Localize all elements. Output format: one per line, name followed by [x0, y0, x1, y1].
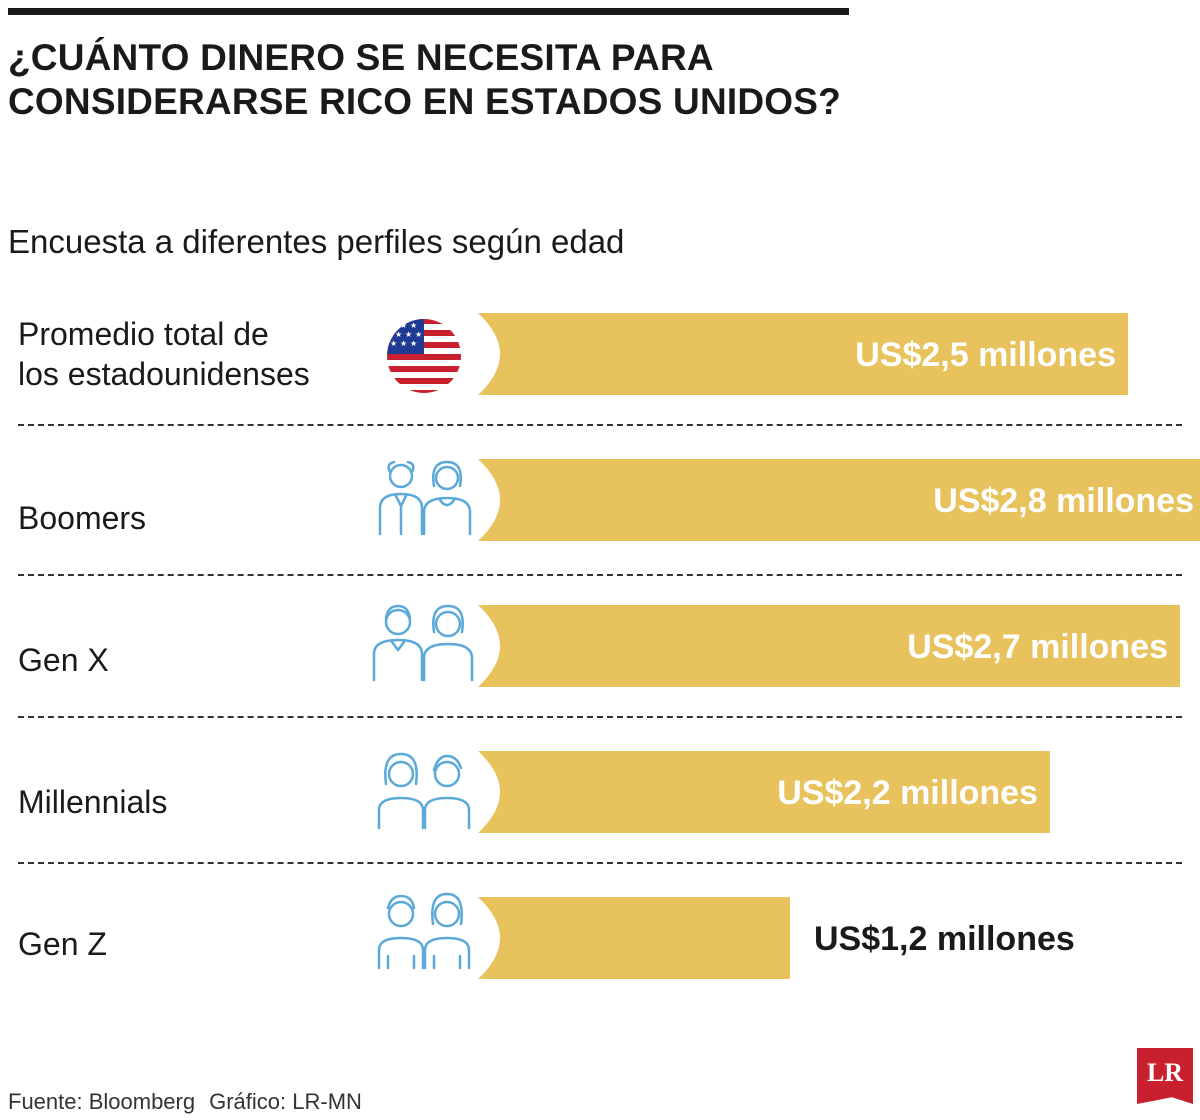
row-label-boomers: Boomers: [18, 498, 146, 538]
top-rule: [8, 8, 849, 15]
gen-x-couple-icon: [372, 604, 474, 682]
svg-text:★: ★: [415, 330, 422, 339]
row-label-line: Gen X: [18, 642, 109, 678]
row-label-line: Boomers: [18, 500, 147, 536]
lr-logo: LR: [1137, 1048, 1193, 1104]
chart-title: ¿CUÁNTO DINERO SE NECESITA PARA CONSIDER…: [8, 36, 1008, 124]
bar-4: [478, 751, 1050, 833]
bar-value-label: US$1,2 millones: [814, 920, 1075, 958]
row-label-line: Millennials: [18, 784, 168, 820]
source-note: Fuente: Bloomberg: [8, 1089, 196, 1114]
bar-value-label: US$2,7 millones: [907, 628, 1168, 666]
bar-1: [478, 313, 1128, 395]
title-line-1: ¿CUÁNTO DINERO SE NECESITA PARA: [8, 37, 714, 78]
svg-text:★: ★: [390, 339, 397, 348]
row-divider: [18, 424, 1182, 426]
bar-5: [478, 897, 790, 979]
footer: Fuente: Bloomberg Gráfico: LR-MN: [8, 1088, 376, 1116]
row-label-line: Promedio total de: [18, 316, 269, 352]
row-label-gen-x: Gen X: [18, 640, 109, 680]
row-label-line: Gen Z: [18, 926, 107, 962]
row-divider: [18, 574, 1182, 576]
row-label-millennials: Millennials: [18, 782, 167, 822]
row-divider: [18, 862, 1182, 864]
chart-subtitle: Encuesta a diferentes perfiles según eda…: [8, 223, 625, 260]
svg-text:★: ★: [410, 321, 417, 330]
row-label-promedio: Promedio total de los estadounidenses: [18, 314, 310, 394]
credit-note: Gráfico: LR-MN: [209, 1089, 362, 1114]
svg-text:★: ★: [400, 339, 407, 348]
svg-text:★: ★: [400, 321, 407, 330]
svg-text:★: ★: [410, 339, 417, 348]
bar-value-label: US$2,5 millones: [855, 336, 1116, 374]
bar-value-label: US$2,2 millones: [777, 774, 1038, 812]
title-line-2: CONSIDERARSE RICO EN ESTADOS UNIDOS?: [8, 81, 841, 122]
gen-z-couple-icon: [377, 892, 471, 970]
boomers-couple-icon: [378, 460, 472, 536]
svg-text:★: ★: [395, 330, 402, 339]
bar-value-label: US$2,8 millones: [933, 482, 1194, 520]
bar-3: [478, 605, 1180, 687]
bar-2: [478, 459, 1200, 541]
row-label-line: los estadounidenses: [18, 356, 310, 392]
svg-text:★: ★: [405, 330, 412, 339]
us-flag-icon: ★ ★ ★ ★ ★ ★ ★ ★ ★: [387, 319, 461, 393]
row-divider: [18, 716, 1182, 718]
row-label-gen-z: Gen Z: [18, 924, 107, 964]
millennials-couple-icon: [377, 752, 471, 830]
